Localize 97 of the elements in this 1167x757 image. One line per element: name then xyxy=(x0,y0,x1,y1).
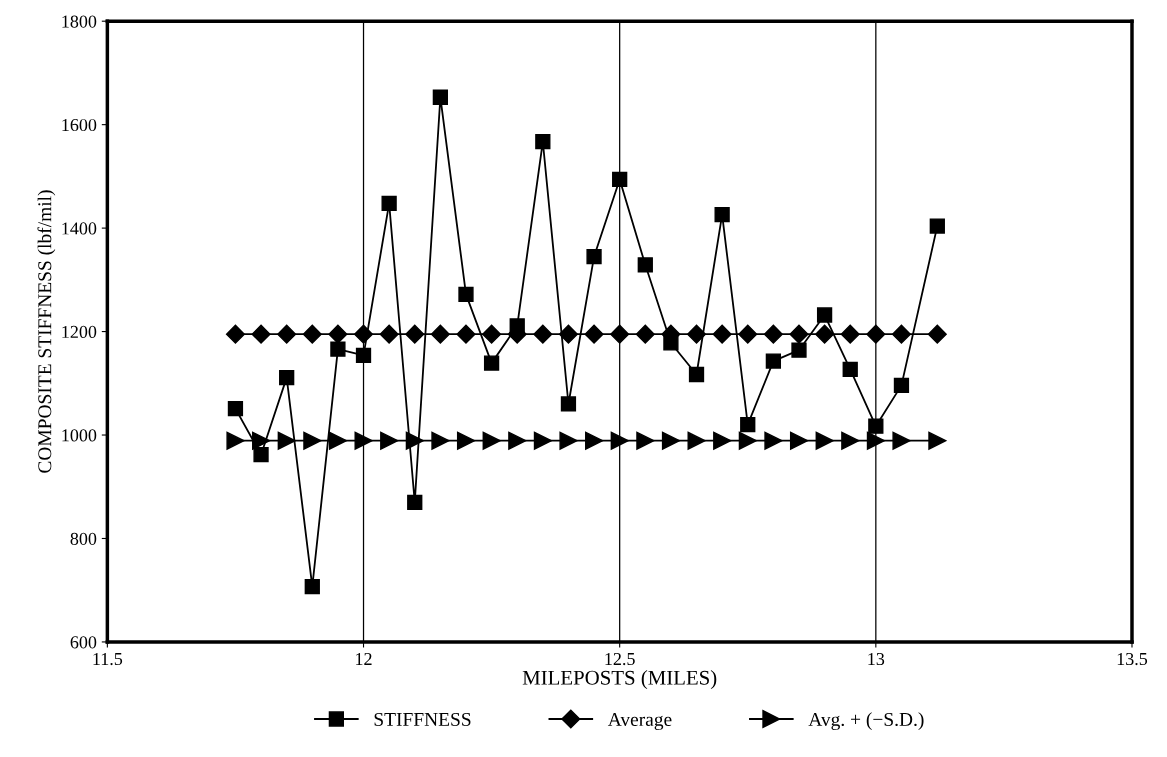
point xyxy=(928,431,947,450)
point xyxy=(253,447,269,463)
point xyxy=(686,324,707,344)
point xyxy=(816,307,833,323)
point xyxy=(535,134,551,150)
point xyxy=(277,324,297,344)
point xyxy=(610,431,629,450)
point xyxy=(226,431,245,450)
point xyxy=(508,431,527,450)
point xyxy=(252,431,271,450)
point xyxy=(328,324,348,344)
legend-label: STIFFNESS xyxy=(374,712,471,726)
point xyxy=(279,369,295,386)
point xyxy=(482,431,501,450)
point xyxy=(379,324,399,344)
x-axis-title: MILEPOSTS (MILES) xyxy=(522,670,717,690)
point xyxy=(251,324,271,344)
point xyxy=(482,324,502,344)
point xyxy=(637,257,653,273)
point xyxy=(868,418,884,434)
y-tick-label: 1000 xyxy=(62,429,97,442)
x-tick-label: 13 xyxy=(868,652,885,666)
point xyxy=(636,431,655,450)
point xyxy=(661,431,680,450)
point xyxy=(738,431,757,450)
point xyxy=(610,324,630,344)
point xyxy=(458,286,474,302)
point xyxy=(456,324,476,344)
point xyxy=(841,431,860,450)
point xyxy=(225,324,245,344)
y-tick-label: 1200 xyxy=(62,325,97,339)
point xyxy=(714,207,730,223)
point xyxy=(303,431,322,450)
y-tick-label: 1400 xyxy=(62,222,97,235)
point xyxy=(892,431,911,450)
y-axis-title: COMPOSITE STIFFNESS (lbf/mil) xyxy=(37,190,56,473)
point xyxy=(586,248,602,265)
point xyxy=(791,342,807,358)
point xyxy=(432,89,449,105)
point xyxy=(866,324,886,344)
point xyxy=(533,431,552,450)
point xyxy=(302,324,322,344)
point xyxy=(815,431,834,450)
point xyxy=(635,324,655,344)
point xyxy=(559,431,578,450)
point xyxy=(585,431,604,450)
point xyxy=(558,324,578,344)
point xyxy=(456,431,476,450)
legend-label: Avg. + (−S.D.) xyxy=(808,712,924,731)
point xyxy=(815,324,835,344)
point xyxy=(612,171,628,188)
point xyxy=(713,431,732,450)
y-tick-label: 600 xyxy=(70,636,97,649)
point xyxy=(560,396,577,412)
point xyxy=(533,324,553,344)
point xyxy=(842,361,858,377)
point xyxy=(738,324,758,344)
point xyxy=(866,431,885,450)
point xyxy=(354,431,373,450)
point xyxy=(328,431,347,450)
point xyxy=(380,431,399,450)
x-tick-label: 12 xyxy=(356,652,372,665)
point xyxy=(687,431,706,450)
point xyxy=(330,341,346,357)
point xyxy=(927,324,947,344)
point xyxy=(381,195,397,211)
point xyxy=(789,431,809,450)
point xyxy=(405,431,424,450)
point xyxy=(789,324,809,344)
y-tick-label: 800 xyxy=(70,532,97,545)
point xyxy=(764,431,783,450)
point xyxy=(407,494,423,510)
point xyxy=(227,401,244,417)
point xyxy=(353,324,374,344)
point xyxy=(893,377,910,394)
y-tick-label: 1600 xyxy=(62,118,97,132)
point xyxy=(688,366,705,383)
point xyxy=(929,218,945,234)
point xyxy=(304,578,320,595)
point xyxy=(891,324,911,344)
point xyxy=(277,431,296,450)
point xyxy=(840,324,860,344)
point xyxy=(430,324,450,344)
y-tick-label: 1800 xyxy=(62,15,97,28)
x-tick-label: 12.5 xyxy=(605,652,635,666)
point xyxy=(355,347,372,364)
point xyxy=(483,355,500,371)
point xyxy=(712,324,732,344)
legend-label: Average xyxy=(607,712,672,731)
point xyxy=(584,324,604,344)
point xyxy=(765,353,782,369)
point xyxy=(740,417,756,433)
x-tick-label: 11.5 xyxy=(93,652,123,666)
point xyxy=(431,431,450,450)
point xyxy=(405,324,425,344)
point xyxy=(763,324,783,344)
x-tick-label: 13.5 xyxy=(1117,652,1148,666)
